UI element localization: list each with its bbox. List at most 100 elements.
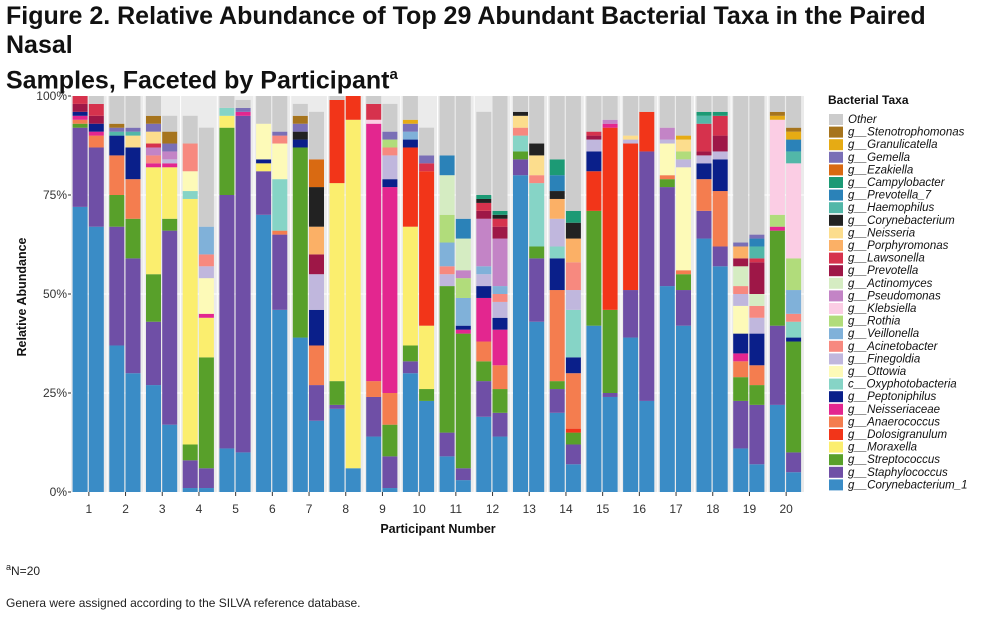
- legend-item-g-neisseriaceae: g__Neisseriaceae: [829, 403, 940, 416]
- legend-label: g__Actinomyces: [848, 278, 933, 290]
- segment-g-staphylococcus: [602, 393, 618, 397]
- bar-p6-s1: [256, 96, 272, 493]
- segment-g-actinomyces: [749, 294, 765, 306]
- segment-g-ottowia: [676, 167, 691, 271]
- segment-g-corynebacterium-1: [198, 488, 214, 492]
- legend-swatch: [829, 252, 843, 264]
- segment-g-finegoldia: [712, 151, 728, 160]
- segment-g-staphylococcus: [109, 226, 125, 346]
- segment-other: [235, 99, 251, 108]
- segment-g-anaerococcus: [272, 230, 288, 235]
- segment-g-veillonella: [402, 131, 418, 140]
- segment-g-acinetobacter: [382, 147, 398, 156]
- segment-g-granulicatella: [402, 119, 418, 124]
- segment-g-acinetobacter: [786, 313, 802, 322]
- segment-g-streptococcus: [439, 286, 455, 433]
- segment-g-peptoniphilus: [549, 258, 565, 291]
- segment-g-staphylococcus: [402, 361, 418, 374]
- segment-g-gemella: [109, 127, 125, 132]
- legend-item-c-oxyphotobacteria: c__Oxyphotobacteria: [829, 378, 957, 391]
- segment-other: [309, 111, 324, 160]
- facet-panel-9: [364, 96, 401, 492]
- segment-g-anaerococcus: [676, 270, 691, 275]
- bar-p18-s1: [696, 96, 712, 492]
- segment-g-staphylococcus: [382, 456, 398, 489]
- segment-g-acinetobacter: [529, 175, 545, 184]
- segment-g-streptococcus: [565, 432, 581, 445]
- segment-g-corynebacterium-1: [659, 286, 675, 492]
- segment-g-moraxella: [146, 167, 161, 275]
- x-axis-title: Participant Number: [380, 522, 495, 536]
- segment-g-lawsonella: [492, 218, 508, 227]
- segment-g-acinetobacter: [146, 155, 161, 164]
- legend-swatch: [829, 391, 843, 403]
- segment-g-streptococcus: [586, 210, 602, 326]
- segment-g-streptococcus: [455, 333, 471, 469]
- segment-g-finegoldia: [676, 159, 691, 168]
- segment-g-veillonella: [455, 297, 471, 326]
- segment-g-prevotella: [696, 151, 712, 156]
- legend-label: g__Moraxella: [848, 442, 917, 454]
- legend-swatch: [829, 366, 843, 377]
- bar-p16-s1: [623, 96, 639, 492]
- legend-label: c__Oxyphotobacteria: [848, 379, 957, 391]
- segment-other: [476, 111, 492, 195]
- legend-swatch: [829, 353, 843, 365]
- x-tick-label: 5: [232, 502, 239, 516]
- legend-item-g-prevotella: g__Prevotella: [829, 265, 918, 277]
- legend-swatch: [829, 315, 843, 327]
- segment-other: [292, 103, 308, 116]
- legend-swatch: [829, 429, 843, 440]
- segment-g-streptococcus: [329, 381, 345, 405]
- legend-swatch: [829, 139, 843, 151]
- segment-g-corynebacterium-1: [162, 424, 178, 492]
- legend-item-g-streptococcus: g__Streptococcus: [829, 454, 940, 466]
- segment-other: [419, 127, 435, 156]
- segment-g-corynebacterium-1: [565, 464, 581, 492]
- footnote-n: aN=20: [6, 562, 40, 578]
- segment-g-neisseriaceae: [733, 353, 749, 362]
- segment-g-lawsonella: [749, 258, 765, 263]
- legend-item-g-ottowia: g__Ottowia: [829, 366, 906, 378]
- legend-label: g__Dolosigranulum: [848, 429, 948, 441]
- segment-g-streptococcus: [602, 309, 618, 393]
- y-tick-label: 0%: [50, 485, 68, 499]
- segment-g-dolosigranulum: [402, 147, 418, 227]
- segment-g-prevotella: [476, 210, 492, 219]
- bar-p2-s2: [125, 96, 141, 492]
- segment-g-staphylococcus: [749, 404, 765, 465]
- segment-g-stenotrophomonas: [769, 111, 785, 116]
- segment-c-oxyphotobacteria: [529, 183, 545, 247]
- segment-g-peptoniphilus: [382, 179, 398, 188]
- segment-g-staphylococcus: [72, 127, 88, 207]
- segment-g-staphylococcus: [146, 321, 161, 386]
- x-tick-label: 10: [412, 502, 426, 516]
- legend-swatch: [829, 265, 843, 277]
- segment-g-corynebacterium-1: [786, 472, 802, 492]
- segment-other: [602, 96, 618, 120]
- segment-g-staphylococcus: [182, 460, 198, 489]
- x-tick-label: 17: [669, 502, 683, 516]
- legend-swatch: [829, 151, 843, 163]
- segment-g-corynebacterium-1: [513, 175, 528, 492]
- segment-c-oxyphotobacteria: [219, 107, 235, 116]
- legend-item-g-ezakiella: g__Ezakiella: [829, 164, 913, 176]
- bar-p13-s2: [529, 96, 545, 492]
- bar-p8-s1: [329, 96, 345, 492]
- segment-g-finegoldia: [476, 274, 492, 287]
- segment-other: [329, 96, 345, 100]
- legend-swatch: [829, 454, 843, 466]
- segment-other: [586, 96, 602, 132]
- bar-p6-s2: [272, 96, 288, 492]
- segment-g-peptoniphilus: [125, 147, 141, 180]
- segment-g-neisseriaceae: [72, 115, 88, 120]
- segment-c-oxyphotobacteria: [513, 135, 528, 152]
- segment-g-dolosigranulum: [345, 96, 361, 120]
- segment-g-staphylococcus: [492, 412, 508, 437]
- facet-panel-1: [71, 96, 107, 492]
- segment-g-finegoldia: [733, 294, 749, 306]
- facet-panel-15: [584, 96, 621, 492]
- segment-g-dolosigranulum: [639, 111, 655, 152]
- segment-g-prevotella: [712, 135, 728, 152]
- segment-other: [712, 96, 728, 112]
